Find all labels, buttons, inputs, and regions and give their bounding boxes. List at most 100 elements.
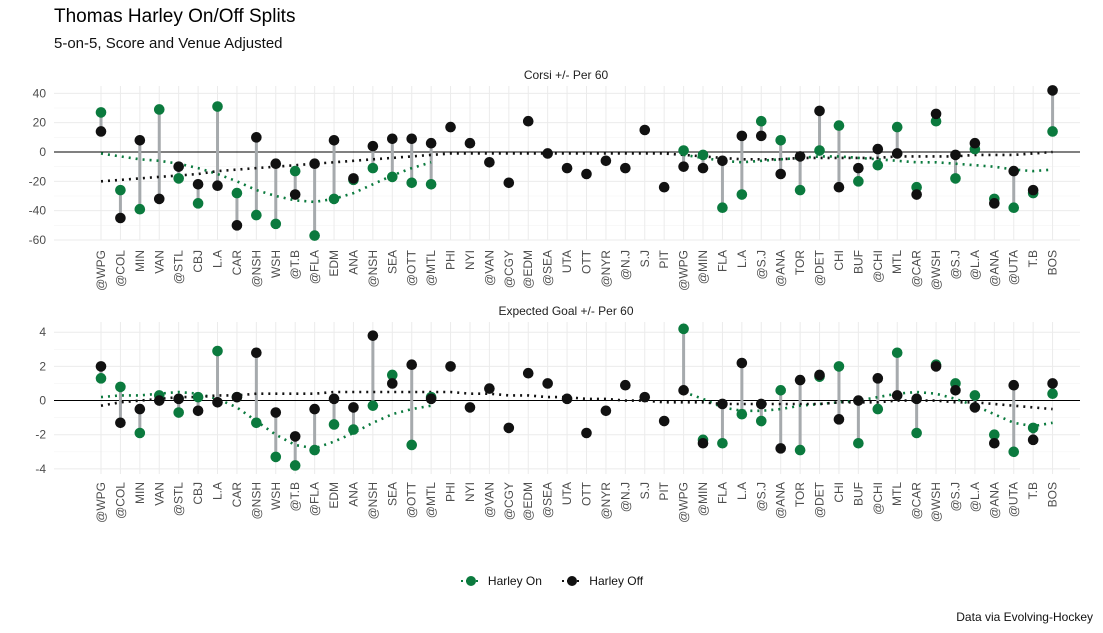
point-off: [561, 393, 573, 405]
point-on: [251, 417, 262, 429]
point-off: [484, 156, 495, 168]
y-tick-label: -2: [35, 428, 46, 442]
point-on: [853, 176, 864, 187]
point-on: [95, 373, 107, 384]
x-tick-label: MIN: [133, 482, 147, 504]
point-off: [95, 361, 107, 372]
point-on: [872, 159, 884, 171]
point-off: [503, 177, 515, 189]
point-off: [697, 437, 709, 449]
point-on: [1008, 202, 1020, 214]
x-tick-label: TOR: [793, 250, 807, 275]
point-off: [425, 393, 437, 405]
x-tick-label: @T.B: [288, 482, 302, 512]
point-on: [231, 187, 243, 199]
x-tick-label: CBJ: [191, 482, 205, 505]
point-on: [270, 451, 282, 463]
y-tick-label: 2: [39, 359, 46, 373]
x-tick-label: CAR: [230, 482, 244, 508]
x-tick-label: @ANA: [774, 482, 788, 519]
point-off: [853, 395, 864, 406]
x-tick-label: @OTT: [405, 481, 419, 518]
x-tick-label: @WPG: [677, 482, 691, 523]
x-tick-label: @MIN: [696, 482, 710, 516]
point-on: [833, 120, 845, 131]
point-on: [1047, 388, 1058, 400]
point-off: [406, 133, 418, 145]
legend-label-on: Harley On: [487, 574, 542, 588]
x-tick-label: @N.J: [618, 250, 632, 280]
y-tick-label: 0: [39, 145, 46, 159]
point-off: [270, 407, 282, 418]
point-off: [775, 168, 786, 180]
point-off: [289, 189, 301, 200]
point-on: [736, 189, 748, 200]
point-off: [270, 158, 282, 170]
point-off: [328, 393, 340, 405]
x-tick-label: VAN: [152, 250, 166, 274]
point-on: [911, 181, 922, 193]
point-off: [95, 126, 107, 137]
point-on: [115, 184, 126, 196]
x-tick-label: EDM: [327, 482, 341, 509]
point-off: [251, 132, 262, 143]
x-tick-label: CBJ: [191, 250, 205, 273]
x-tick-label: L.A: [735, 250, 749, 268]
x-tick-label: @NSH: [249, 250, 263, 288]
x-tick-label: PHI: [444, 482, 458, 502]
point-off: [600, 405, 612, 417]
x-tick-label: @SEA: [541, 250, 555, 286]
point-on: [872, 403, 884, 415]
y-tick-label: -40: [29, 204, 47, 218]
x-tick-label: @CGY: [502, 250, 516, 288]
point-off: [561, 162, 573, 174]
x-tick-label: PHI: [444, 250, 458, 270]
x-tick-label: T.B: [1026, 250, 1040, 267]
x-tick-label: NYI: [463, 482, 477, 502]
point-off: [620, 379, 631, 391]
x-tick-label: @STL: [172, 250, 186, 285]
point-off: [989, 198, 1000, 209]
point-off: [853, 162, 864, 174]
point-off: [348, 402, 359, 413]
x-tick-label: BOS: [1046, 482, 1060, 507]
point-on: [775, 385, 786, 396]
point-on: [95, 107, 107, 118]
x-tick-label: @CHI: [871, 482, 885, 515]
point-on: [853, 437, 864, 449]
y-tick-label: 40: [33, 86, 47, 100]
x-tick-label: @T.B: [288, 250, 302, 280]
x-tick-label: @NYR: [599, 250, 613, 288]
point-off: [717, 398, 728, 410]
point-on: [1047, 126, 1058, 137]
point-on: [192, 391, 204, 403]
point-off: [445, 121, 456, 133]
point-on: [950, 173, 961, 184]
point-off: [775, 443, 786, 454]
point-on: [134, 427, 146, 439]
y-tick-label: -60: [29, 233, 47, 247]
point-off: [1047, 378, 1058, 389]
point-off: [231, 220, 243, 231]
point-on: [367, 162, 379, 174]
point-off: [251, 347, 262, 359]
x-tick-label: BOS: [1046, 250, 1060, 275]
point-off: [134, 403, 146, 415]
x-tick-label: BUF: [851, 482, 865, 506]
x-tick-label: @DET: [813, 481, 827, 518]
point-off: [581, 168, 592, 180]
point-off: [289, 431, 301, 442]
x-tick-label: @MIN: [696, 250, 710, 284]
x-tick-label: ANA: [346, 482, 360, 507]
x-tick-label: MTL: [890, 482, 904, 506]
x-tick-label: @WSH: [929, 482, 943, 522]
x-tick-label: @WPG: [94, 482, 108, 523]
point-off: [639, 124, 651, 136]
point-off: [348, 173, 359, 184]
point-off: [173, 393, 184, 405]
point-off: [328, 134, 340, 146]
point-off: [464, 137, 476, 149]
point-off: [814, 105, 825, 117]
point-on: [289, 165, 301, 177]
y-tick-label: -20: [29, 174, 47, 188]
